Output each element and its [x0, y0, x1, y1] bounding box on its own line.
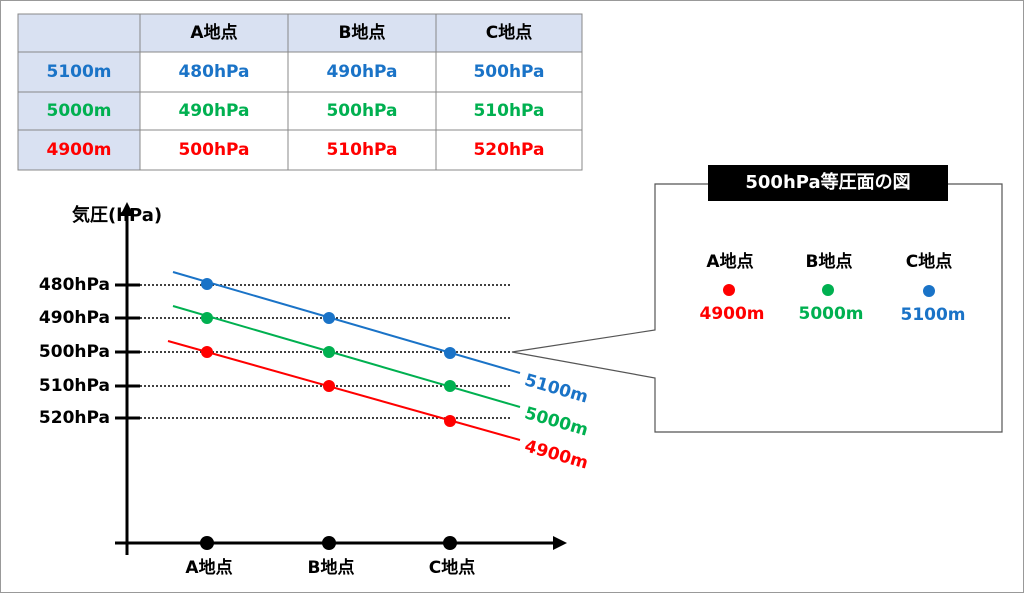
legend-dot [723, 284, 735, 296]
y-axis-label: 気圧(hPa) [72, 204, 162, 226]
legend-value: 5000m [798, 304, 863, 324]
row-label: 5100m [46, 62, 111, 82]
x-labels: A地点 B地点 C地点 [185, 557, 475, 578]
cell: 510hPa [473, 101, 544, 121]
legend-value: 5100m [900, 305, 965, 325]
callout-title: 500hPa等圧面の図 [745, 171, 910, 193]
legend-label: C地点 [906, 251, 952, 272]
y-labels: 480hPa 490hPa 500hPa 510hPa 520hPa [39, 275, 110, 428]
legend-value: 4900m [699, 304, 764, 324]
table-text: A地点 B地点 C地点 5100m 480hPa 490hPa 500hPa 5… [46, 22, 544, 160]
row-label: 5000m [46, 101, 111, 121]
legend-label: A地点 [706, 251, 753, 272]
column-header: C地点 [486, 22, 532, 43]
y-label: 480hPa [39, 275, 110, 295]
y-label: 510hPa [39, 376, 110, 396]
cell: 520hPa [473, 140, 544, 160]
cell: 490hPa [326, 62, 397, 82]
cell: 500hPa [178, 140, 249, 160]
cell: 500hPa [326, 101, 397, 121]
cell: 510hPa [326, 140, 397, 160]
x-label: B地点 [308, 557, 355, 578]
x-label: A地点 [185, 557, 232, 578]
callout-title-bg [708, 165, 948, 201]
column-header: B地点 [339, 22, 386, 43]
lines [167, 271, 521, 441]
legend-dot [923, 285, 935, 297]
y-label: 500hPa [39, 342, 110, 362]
cell: 490hPa [178, 101, 249, 121]
cell: 500hPa [473, 62, 544, 82]
x-label: C地点 [429, 557, 475, 578]
callout [511, 183, 1003, 433]
y-label: 520hPa [39, 408, 110, 428]
callout-legend: A地点 B地点 C地点 4900m 5000m 5100m [699, 251, 965, 325]
cell: 480hPa [178, 62, 249, 82]
legend-dot [822, 284, 834, 296]
table [17, 13, 583, 171]
legend-label: B地点 [806, 251, 853, 272]
line-labels: 5100m 5000m 4900m [522, 370, 590, 473]
line-points [201, 278, 456, 427]
y-label: 490hPa [39, 308, 110, 328]
column-header: A地点 [190, 22, 237, 43]
x-points [200, 536, 457, 550]
row-label: 4900m [46, 140, 111, 160]
